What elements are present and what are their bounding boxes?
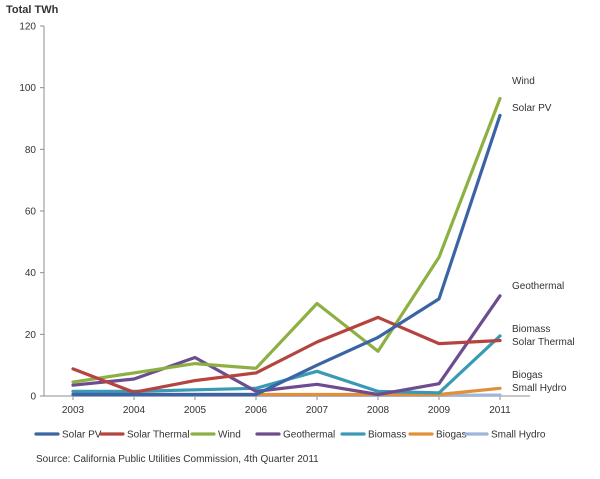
series-line-solar-pv: [73, 115, 500, 394]
annotation-geothermal: Geothermal: [512, 281, 564, 292]
x-tick-label: 2006: [245, 405, 268, 416]
annotation-solar-pv: Solar PV: [512, 103, 552, 114]
annotation-solar-thermal: Solar Thermal: [512, 337, 575, 348]
legend-label: Biomass: [368, 430, 406, 441]
series-lines: [73, 99, 500, 396]
x-tick-label: 2007: [306, 405, 329, 416]
x-ticks: 2003 2004 2005 2006 2007 2008 2009 2011: [62, 396, 511, 416]
x-tick-label: 2008: [367, 405, 390, 416]
y-tick-label: 80: [25, 145, 37, 156]
annotation-small-hydro: Small Hydro: [512, 383, 567, 394]
legend-label: Small Hydro: [491, 430, 546, 441]
annotations: Wind Solar PV Geothermal Biomass Solar T…: [512, 76, 575, 394]
y-tick-label: 100: [19, 83, 36, 94]
x-tick-label: 2003: [62, 405, 85, 416]
legend-label: Geothermal: [283, 430, 335, 441]
annotation-biomass: Biomass: [512, 324, 550, 335]
source-note: Source: California Public Utilities Comm…: [36, 454, 319, 465]
y-tick-label: 120: [19, 22, 36, 33]
legend-label: Biogas: [436, 430, 467, 441]
y-tick-label: 60: [25, 207, 37, 218]
x-tick-label: 2009: [428, 405, 451, 416]
legend-label: Wind: [218, 430, 241, 441]
y-ticks: 0 20 40 60 80 100 120: [19, 22, 44, 403]
y-axis-title: Total TWh: [6, 4, 59, 16]
legend: Solar PV Solar Thermal Wind Geothermal Bioma…: [36, 430, 546, 441]
y-tick-label: 0: [30, 392, 36, 403]
x-tick-label: 2011: [489, 405, 511, 416]
x-tick-label: 2005: [184, 405, 207, 416]
legend-label: Solar Thermal: [127, 430, 190, 441]
annotation-wind: Wind: [512, 76, 535, 87]
y-tick-label: 40: [25, 268, 37, 279]
x-tick-label: 2004: [123, 405, 146, 416]
series-line-wind: [73, 99, 500, 383]
legend-label: Solar PV: [62, 430, 102, 441]
annotation-biogas: Biogas: [512, 370, 543, 381]
y-tick-label: 20: [25, 330, 37, 341]
